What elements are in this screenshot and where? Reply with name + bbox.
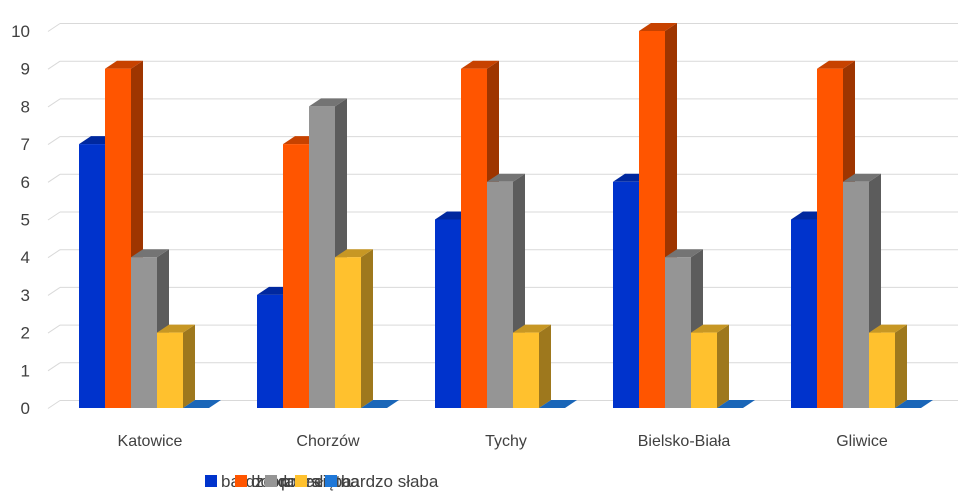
bar-top [639,23,677,31]
bar-front [817,68,843,408]
bar-top [309,98,347,107]
y-tick-label: 9 [21,60,30,79]
legend-swatch [325,475,337,487]
legend-swatch [205,475,217,487]
bar [895,400,933,408]
bar-front [513,332,539,408]
legend-swatch [235,475,247,487]
bar [691,324,729,408]
bar-flat [361,400,399,408]
bar-front [869,332,895,408]
y-tick-label: 6 [21,173,30,192]
legend-label: bardzo słaba [341,472,439,491]
bar-front [131,257,157,408]
gridline-depth [47,173,61,183]
bar [335,249,373,408]
y-tick-label: 3 [21,286,30,305]
bar-front [157,332,183,408]
bar-front [435,219,461,408]
bar-top [157,324,195,333]
bar [717,400,755,408]
y-tick-label: 2 [21,324,30,343]
bar [539,400,577,408]
y-tick-label: 7 [21,135,30,154]
gridline-depth [47,362,61,372]
category-label: Bielsko-Biała [638,433,731,450]
bar-top [665,249,703,258]
legend-swatch [295,475,307,487]
bar-side [361,249,373,408]
gridline-depth [47,98,61,108]
gridline-depth [47,136,61,146]
bar-side [183,324,195,408]
gridline-depth [47,60,61,70]
bars [79,23,933,409]
legend: bardzo dobradobraprzeciętnasłababardzo s… [205,472,439,491]
y-tick-label: 10 [11,22,30,41]
gridline-depth [47,249,61,259]
category-label: Katowice [118,433,183,450]
bar-top [487,173,525,182]
bar-front [613,181,639,408]
bar-top [461,60,499,69]
bar-top [131,249,169,258]
bar [157,324,195,408]
category-label: Chorzów [296,433,360,450]
bar-top [843,173,881,182]
bar-front [665,257,691,408]
gridline-depth [47,211,61,221]
bar-front [335,257,361,408]
gridline-depth [47,324,61,334]
bar-front [487,181,513,408]
x-axis: Katowice Chorzów Tychy Bielsko-Biała Gliwice [118,433,888,450]
y-tick-label: 1 [21,361,30,380]
bar [869,324,907,408]
bar-front [691,332,717,408]
gridline-depth [47,286,61,296]
bar-side [717,324,729,408]
bar-top [869,324,907,333]
gridline-depth [47,400,61,409]
bar-front [843,181,869,408]
bar-front [791,219,817,408]
bar [183,400,221,408]
y-tick-label: 8 [21,97,30,116]
bar-side [539,324,551,408]
y-axis: 0 1 2 3 4 5 6 7 8 9 10 [11,22,30,418]
bar-flat [183,400,221,408]
y-tick-label: 5 [21,211,30,230]
category-label: Tychy [485,433,527,450]
bar-front [461,68,487,408]
category-label: Gliwice [836,433,888,450]
bar-side [895,324,907,408]
y-tick-label: 0 [21,399,30,418]
bar-top [817,60,855,69]
bar-top [513,324,551,333]
bar-front [639,31,665,408]
bar-flat [539,400,577,408]
bar-top [105,60,143,69]
bar-front [283,144,309,408]
bar-front [257,294,283,408]
bar-front [105,68,131,408]
bar-flat [895,400,933,408]
bar-top [691,324,729,333]
bar-top [335,249,373,258]
bar-front [309,106,335,409]
gridline-depth [47,23,61,32]
bar [361,400,399,408]
bar [513,324,551,408]
legend-swatch [265,475,277,487]
y-tick-label: 4 [21,248,30,267]
bar-front [79,144,105,408]
bar-flat [717,400,755,408]
